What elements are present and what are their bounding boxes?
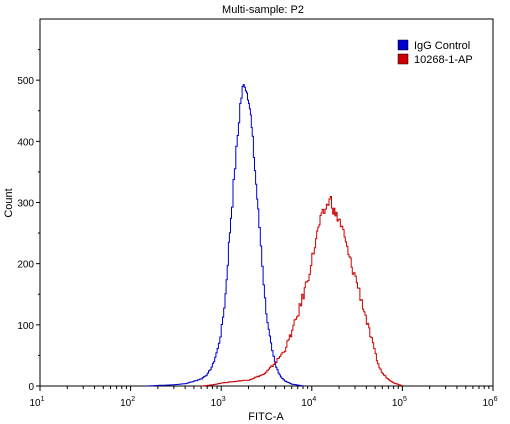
y-axis: 0 100 200 300 400 500 (17, 49, 40, 393)
y-tick-label: 0 (28, 382, 34, 393)
x-tick-label: 103 (211, 396, 226, 409)
plot-frame (39, 18, 494, 387)
x-tick-label: 102 (120, 396, 135, 409)
y-tick-label: 100 (17, 321, 34, 332)
series-line-1 (146, 84, 304, 387)
legend-swatch (397, 39, 409, 51)
x-tick-label: 106 (482, 396, 497, 409)
y-tick-label: 400 (17, 137, 34, 148)
series-line-2 (201, 196, 403, 387)
x-axis-label: FITC-A (248, 411, 284, 423)
y-tick-label: 200 (17, 260, 34, 271)
legend-swatch (397, 53, 409, 65)
y-axis-label: Count (3, 188, 15, 217)
legend-label: 10268-1-AP (414, 54, 473, 66)
x-tick-label: 101 (29, 396, 44, 409)
y-tick-label: 500 (17, 76, 34, 87)
x-axis: 101 102 103 104 105 106 (29, 386, 498, 409)
legend-label: IgG Control (414, 40, 470, 52)
series-layer (146, 84, 403, 387)
chart-title: Multi-sample: P2 (222, 4, 304, 16)
x-tick-label: 104 (301, 396, 316, 409)
legend: IgG Control 10268-1-AP (397, 39, 473, 66)
y-tick-label: 300 (17, 199, 34, 210)
x-tick-label: 105 (392, 396, 407, 409)
